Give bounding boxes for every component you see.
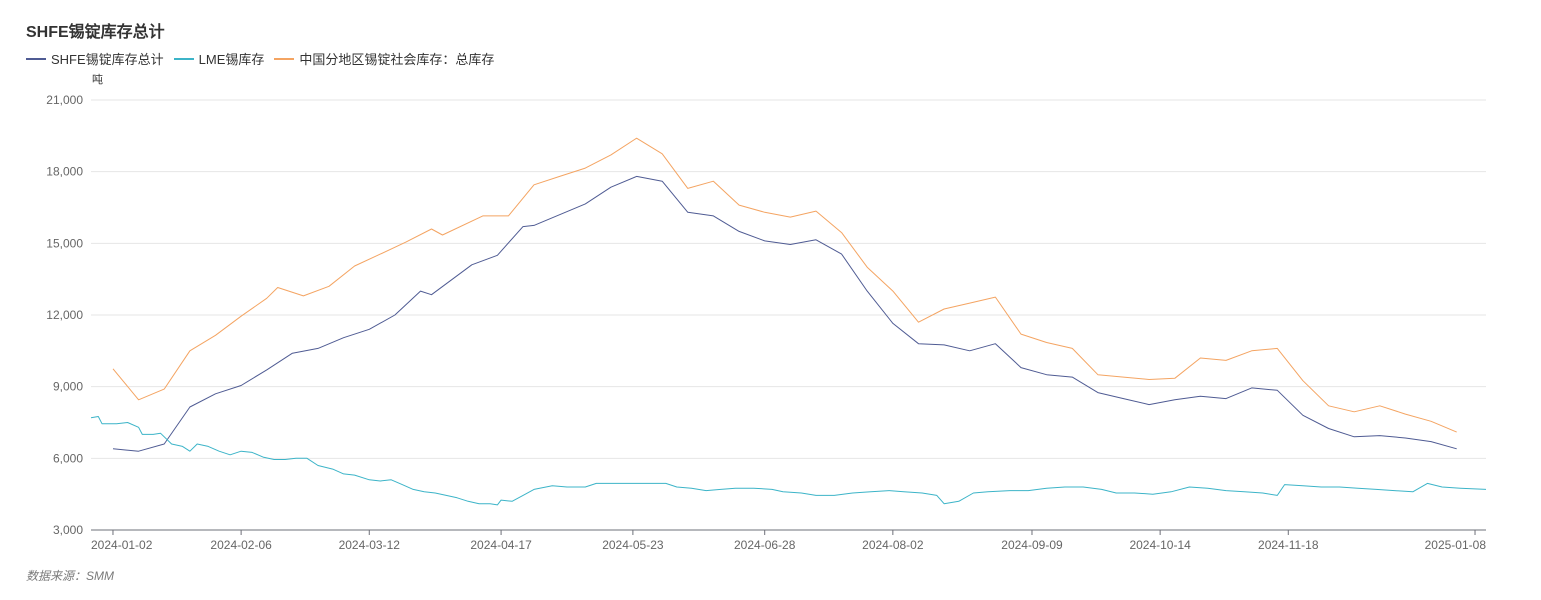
y-tick-label: 9,000 <box>53 380 83 394</box>
x-tick-label: 2024-05-23 <box>602 538 664 552</box>
legend-item-shfe[interactable]: SHFE锡锭库存总计 <box>26 49 164 68</box>
series-line-shfe[interactable] <box>112 175 1457 452</box>
x-tick-label: 2024-08-02 <box>862 538 924 552</box>
x-tick-label: 2024-10-14 <box>1129 538 1191 552</box>
x-tick-label: 2025-01-08 <box>1425 538 1487 552</box>
series-lines <box>90 137 1487 506</box>
x-tick-label: 2024-03-12 <box>339 538 401 552</box>
legend-swatch-china-social <box>274 57 295 60</box>
legend-item-china-social[interactable]: 中国分地区锡锭社会库存：总库存 <box>274 49 494 68</box>
x-tick-label: 2024-01-02 <box>91 538 153 552</box>
series-line-lme[interactable] <box>90 416 1487 506</box>
x-tick-label: 2024-02-06 <box>210 538 272 552</box>
x-axis: 2024-01-02 2024-02-06 2024-03-12 2024-04-17… <box>91 529 1487 552</box>
series-line-china-social[interactable] <box>112 137 1457 433</box>
y-tick-label: 6,000 <box>53 451 83 465</box>
x-tick-label: 2024-11-18 <box>1258 538 1319 552</box>
y-axis: 3,000 6,000 9,000 12,000 15,000 18,000 21,000 <box>46 93 83 537</box>
y-axis-unit-label: 吨 <box>92 73 103 86</box>
y-tick-label: 12,000 <box>46 308 83 322</box>
y-tick-label: 15,000 <box>46 236 83 250</box>
legend-swatch-shfe <box>26 57 46 60</box>
legend-item-lme[interactable]: LME锡库存 <box>173 49 265 68</box>
gridlines <box>91 99 1486 459</box>
y-tick-label: 21,000 <box>46 93 83 107</box>
source-note: 数据来源：SMM <box>26 569 114 583</box>
legend-swatch-lme <box>173 57 194 60</box>
legend-label-lme: LME锡库存 <box>198 52 265 67</box>
x-tick-label: 2024-04-17 <box>470 538 532 552</box>
legend-label-china-social: 中国分地区锡锭社会库存：总库存 <box>299 52 495 67</box>
chart-legend: SHFE锡锭库存总计 LME锡库存 中国分地区锡锭社会库存：总库存 <box>26 49 504 68</box>
x-tick-label: 2024-09-09 <box>1001 538 1063 552</box>
y-tick-label: 3,000 <box>53 523 83 537</box>
legend-label-shfe: SHFE锡锭库存总计 <box>51 52 164 67</box>
chart-title: SHFE锡锭库存总计 <box>26 24 165 41</box>
x-tick-label: 2024-06-28 <box>734 538 796 552</box>
y-tick-label: 18,000 <box>46 165 83 179</box>
